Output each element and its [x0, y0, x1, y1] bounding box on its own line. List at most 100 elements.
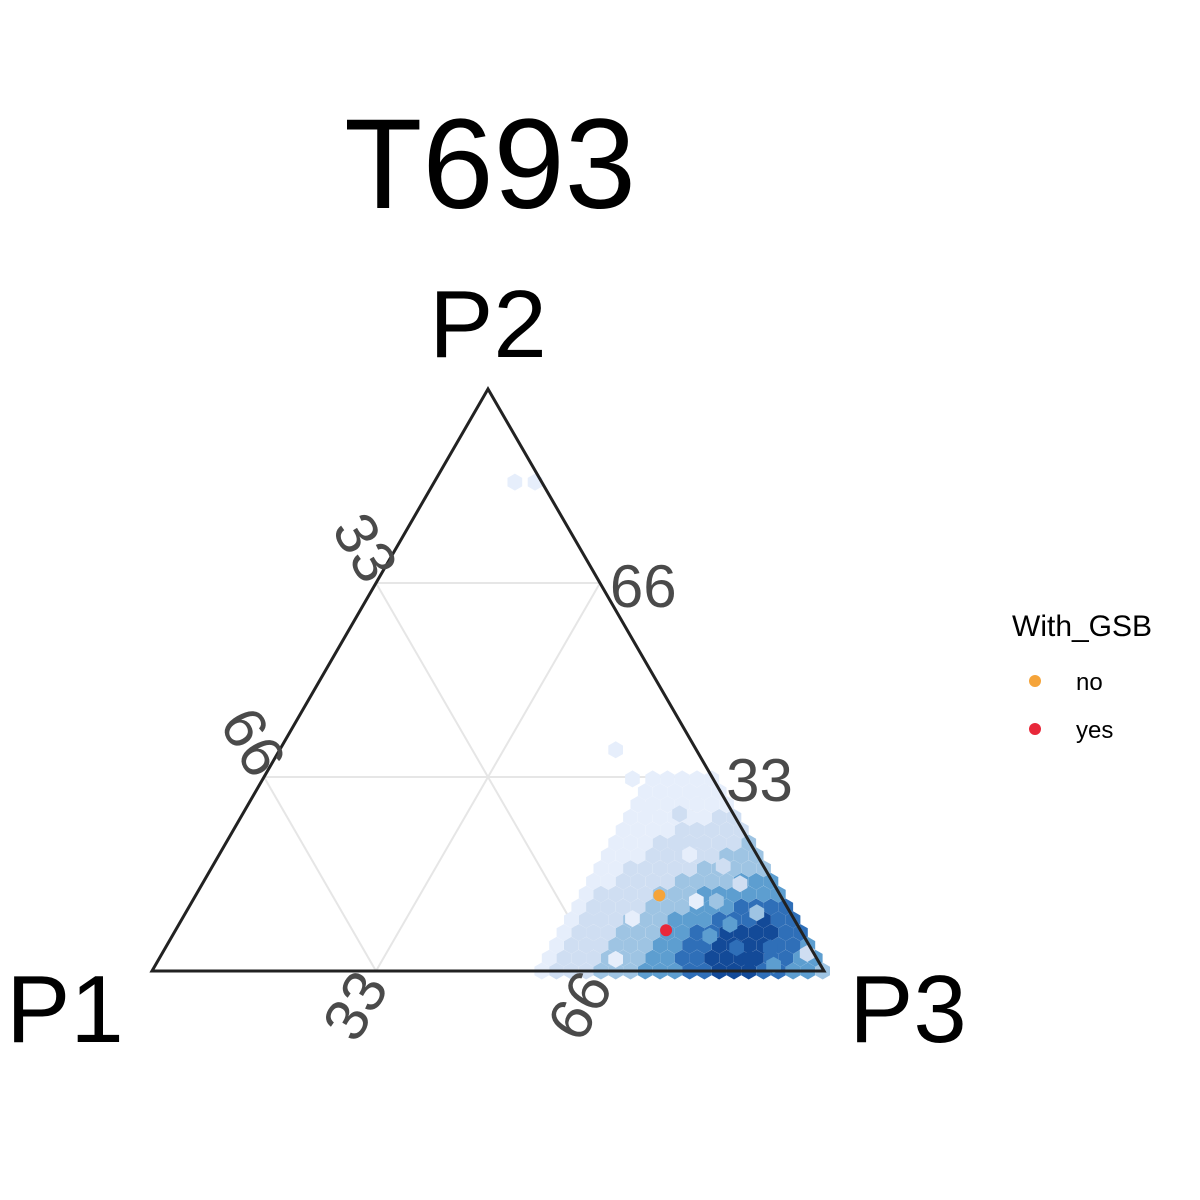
density-hex: [637, 911, 653, 929]
density-hex: [600, 898, 616, 916]
density-hex: [704, 847, 720, 865]
density-hex: [660, 949, 675, 967]
density-hex: [704, 949, 720, 967]
density-hex: [625, 910, 640, 928]
density-hex: [571, 949, 587, 967]
density-hex: [586, 872, 601, 890]
density-hex: [652, 834, 668, 852]
vertex-label-left: P1: [6, 956, 123, 1063]
density-hex: [623, 885, 638, 903]
density-hex: [667, 860, 683, 878]
density-hex: [719, 949, 734, 967]
density-layer: [507, 473, 830, 980]
density-hex: [682, 846, 697, 864]
density-hex: [615, 872, 631, 890]
density-hex: [652, 783, 668, 801]
density-hex: [748, 924, 764, 942]
density-hex: [667, 783, 683, 801]
grid-line: [375, 582, 601, 972]
points-layer: [653, 889, 673, 937]
density-hex: [652, 860, 668, 878]
density-hex: [741, 885, 757, 903]
density-hex: [600, 872, 616, 890]
tick-right-33: 33: [726, 747, 793, 814]
density-hex: [756, 885, 771, 903]
density-hex: [615, 924, 631, 942]
density-hex: [689, 796, 705, 813]
density-hex: [637, 936, 653, 954]
density-hex: [593, 911, 609, 929]
data-point-no: [653, 889, 666, 902]
density-hex: [623, 936, 638, 954]
density-hex: [541, 949, 557, 967]
density-hex: [641, 799, 657, 817]
density-hex: [645, 924, 660, 942]
legend: With_GSB no yes: [1012, 610, 1152, 744]
density-hex: [637, 834, 653, 852]
density-hex: [697, 911, 712, 929]
density-hex: [689, 892, 704, 910]
density-hex: [600, 847, 616, 865]
density-hex: [715, 857, 731, 875]
density-hex: [785, 936, 801, 954]
density-hex: [667, 885, 683, 903]
density-hex: [734, 898, 749, 916]
density-hex: [608, 834, 623, 852]
density-hex: [660, 821, 675, 839]
density-hex: [630, 872, 646, 890]
density-hex: [578, 911, 594, 929]
density-hex: [667, 911, 683, 929]
density-hex: [578, 885, 594, 903]
density-hex: [578, 936, 594, 954]
density-hex: [608, 741, 623, 759]
grid-line: [263, 776, 377, 972]
density-hex: [630, 924, 646, 942]
density-hex: [623, 860, 638, 878]
legend-label-no: no: [1076, 669, 1103, 696]
density-hex: [726, 834, 742, 852]
density-hex: [615, 821, 631, 839]
density-hex: [749, 904, 765, 922]
legend-key-yes: [1029, 723, 1041, 735]
tick-right-66: 66: [610, 553, 677, 620]
density-hex: [608, 950, 623, 968]
density-hex: [564, 936, 579, 954]
density-hex: [660, 796, 675, 813]
triangle-outline: [149, 385, 827, 973]
density-hex: [645, 770, 660, 788]
density-hex: [689, 770, 705, 788]
density-hex: [763, 924, 779, 942]
density-hex: [623, 834, 638, 852]
density-hex: [766, 956, 781, 974]
density-hex: [770, 911, 786, 929]
density-hex: [507, 473, 523, 491]
density-hex: [625, 770, 640, 788]
density-hex: [571, 898, 587, 916]
density-hex: [593, 860, 609, 878]
density-hex: [689, 872, 705, 890]
density-hex: [645, 821, 660, 839]
density-hex: [637, 885, 653, 903]
density-hex: [637, 860, 653, 878]
density-hex: [652, 911, 668, 929]
density-hex: [586, 949, 601, 967]
legend-label-yes: yes: [1076, 717, 1113, 744]
density-hex: [674, 924, 690, 942]
density-hex: [778, 924, 794, 942]
density-hex: [719, 821, 734, 839]
tick-left-66: 66: [207, 696, 298, 787]
density-hex: [630, 847, 646, 865]
legend-title: With_GSB: [1012, 610, 1152, 643]
density-hex: [741, 936, 757, 954]
density-hex: [645, 898, 660, 916]
density-hex: [742, 950, 758, 968]
density-hex: [593, 885, 609, 903]
legend-key-no: [1029, 675, 1041, 687]
density-hex: [689, 924, 705, 942]
density-hex: [608, 885, 623, 903]
density-hex: [623, 808, 638, 826]
density-hex: [734, 924, 749, 942]
density-hex: [615, 847, 631, 865]
density-hex: [549, 936, 564, 954]
vertex-label-top: P2: [429, 271, 546, 378]
